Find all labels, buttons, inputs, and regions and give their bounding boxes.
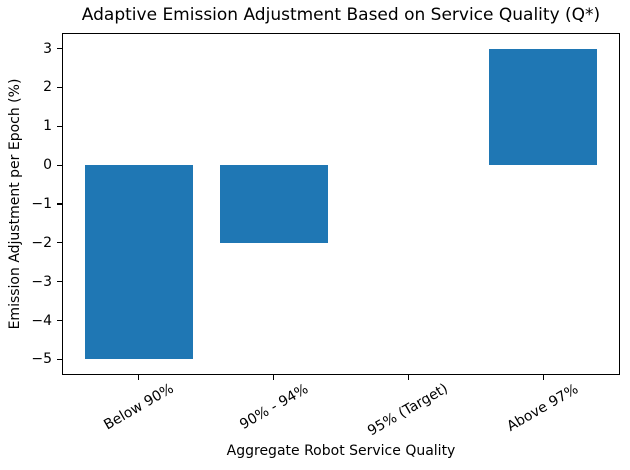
y-tick-label: −1 (31, 196, 52, 212)
y-tick-mark (57, 203, 62, 205)
plot-area (62, 33, 620, 375)
x-tick-label: 95% (Target) (365, 381, 452, 440)
x-tick-label: 90% - 94% (236, 380, 311, 433)
x-tick-mark (542, 375, 544, 380)
x-tick-label: Above 97% (504, 381, 582, 435)
y-tick-mark (57, 125, 62, 127)
x-tick-label: Below 90% (101, 381, 177, 434)
bar-0 (84, 165, 193, 360)
y-tick-label: 1 (43, 118, 52, 135)
x-tick-mark (273, 375, 275, 380)
x-tick-mark (138, 375, 140, 380)
y-tick-label: −4 (31, 312, 52, 329)
y-tick-mark (57, 281, 62, 283)
x-axis-label: Aggregate Robot Service Quality (226, 443, 456, 459)
bar-3 (489, 48, 598, 166)
x-tick-mark (407, 375, 409, 380)
y-tick-label: 3 (43, 40, 52, 57)
bar-1 (219, 165, 328, 243)
y-tick-label: −3 (31, 273, 52, 290)
y-tick-label: −2 (31, 234, 52, 251)
chart-title: Adaptive Emission Adjustment Based on Se… (81, 5, 601, 25)
y-tick-mark (57, 86, 62, 88)
y-axis-label: Emission Adjustment per Epoch (%) (7, 78, 23, 330)
y-tick-label: 0 (43, 157, 52, 174)
y-tick-mark (57, 319, 62, 322)
y-tick-mark (57, 164, 62, 166)
y-tick-label: 2 (43, 79, 52, 96)
y-tick-label: −5 (31, 351, 52, 368)
y-tick-mark (57, 242, 62, 244)
y-tick-mark (57, 47, 62, 50)
y-tick-mark (57, 358, 62, 361)
